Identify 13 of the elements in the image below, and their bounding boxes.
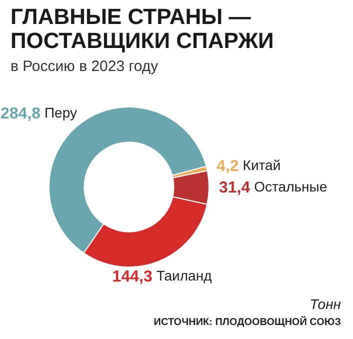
text: ПОСТАВЩИКИ СПАРЖИ: [10, 28, 274, 53]
data-label: 4,2: [216, 158, 239, 176]
slice-label: Перу: [44, 104, 77, 121]
slice-label: Таиланд: [156, 268, 212, 284]
data-label: 31,4: [219, 180, 250, 197]
slice-label: Остальные: [254, 178, 328, 195]
chart-subtitle: в Россию в 2023 году: [10, 58, 159, 75]
text: ГЛАВНЫЕ СТРАНЫ —: [10, 4, 251, 29]
data-label: 144,3: [112, 268, 152, 286]
slice-label: Китай: [242, 157, 281, 174]
text: Тонн: [308, 296, 341, 312]
data-label: 284,8: [0, 106, 41, 123]
text: ИСТОЧНИК: ПЛОДООВОЩНОЙ СОЮЗ: [154, 317, 341, 328]
